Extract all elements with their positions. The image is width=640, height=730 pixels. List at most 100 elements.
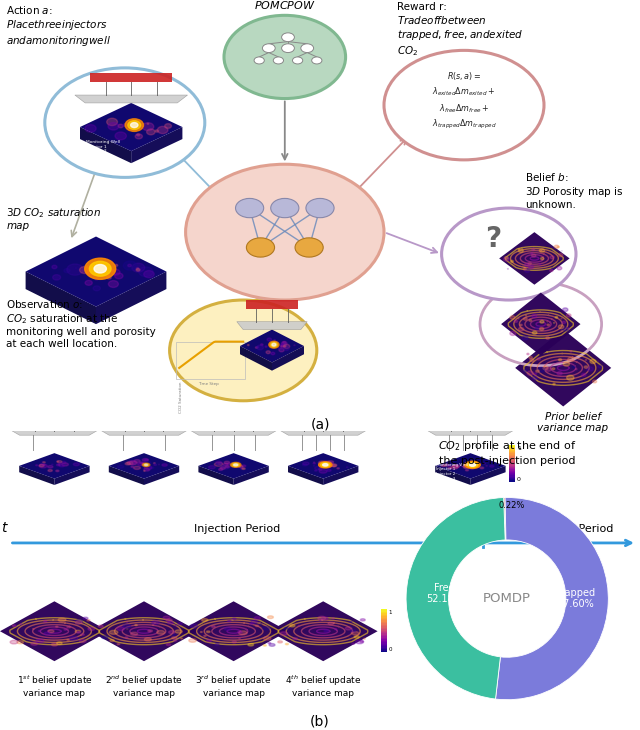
Circle shape <box>552 368 555 369</box>
Circle shape <box>142 458 148 461</box>
Bar <box>381 646 387 648</box>
Circle shape <box>318 461 326 465</box>
Circle shape <box>547 324 550 326</box>
Circle shape <box>248 643 253 646</box>
Polygon shape <box>292 416 354 422</box>
Bar <box>176 342 245 379</box>
Circle shape <box>257 345 264 350</box>
Circle shape <box>17 641 24 644</box>
Circle shape <box>590 359 596 364</box>
Bar <box>509 447 515 448</box>
Circle shape <box>142 463 146 465</box>
Bar <box>381 642 387 644</box>
Text: Solver:
$\it{POMCPOW}$: Solver: $\it{POMCPOW}$ <box>254 0 316 11</box>
Polygon shape <box>75 95 188 103</box>
Bar <box>381 634 387 635</box>
Bar <box>381 631 387 632</box>
Polygon shape <box>96 272 166 324</box>
Title: $CO_2$ profile at the end of
the post-injection period: $CO_2$ profile at the end of the post-in… <box>438 439 577 466</box>
Circle shape <box>128 120 141 129</box>
Circle shape <box>140 462 143 464</box>
Polygon shape <box>240 329 304 362</box>
Circle shape <box>218 463 222 464</box>
Circle shape <box>131 123 138 128</box>
Bar <box>381 618 387 619</box>
Circle shape <box>134 466 140 469</box>
Circle shape <box>360 641 364 642</box>
Bar <box>509 479 515 480</box>
Circle shape <box>225 466 228 467</box>
Text: 0.22%: 0.22% <box>498 501 524 510</box>
Bar <box>509 475 515 477</box>
Circle shape <box>232 463 239 466</box>
Circle shape <box>582 373 586 376</box>
Circle shape <box>326 463 334 467</box>
Circle shape <box>138 463 144 466</box>
Polygon shape <box>101 431 187 435</box>
Bar <box>509 455 515 456</box>
Circle shape <box>441 465 445 466</box>
Circle shape <box>64 269 70 273</box>
Circle shape <box>76 620 83 623</box>
Circle shape <box>44 632 50 635</box>
Circle shape <box>154 463 156 464</box>
Circle shape <box>70 637 78 640</box>
Bar <box>381 645 387 646</box>
Circle shape <box>67 264 83 275</box>
Polygon shape <box>501 293 580 356</box>
Bar <box>381 609 387 610</box>
Circle shape <box>532 254 536 257</box>
Circle shape <box>327 469 331 472</box>
Circle shape <box>284 627 288 629</box>
Circle shape <box>537 358 540 360</box>
Text: (b): (b) <box>310 715 330 729</box>
Circle shape <box>284 345 286 347</box>
Polygon shape <box>288 453 358 479</box>
Circle shape <box>52 265 57 269</box>
Circle shape <box>463 466 469 469</box>
Circle shape <box>107 118 118 126</box>
Circle shape <box>48 469 52 472</box>
Circle shape <box>36 465 38 466</box>
Circle shape <box>550 255 554 258</box>
Circle shape <box>239 466 243 468</box>
Polygon shape <box>109 466 144 485</box>
Circle shape <box>262 626 269 630</box>
Circle shape <box>510 331 516 335</box>
Polygon shape <box>24 416 85 422</box>
Circle shape <box>111 269 120 275</box>
Polygon shape <box>198 453 269 479</box>
Circle shape <box>464 466 470 469</box>
Circle shape <box>319 469 327 473</box>
Circle shape <box>216 461 221 464</box>
Circle shape <box>61 461 66 464</box>
Circle shape <box>224 15 346 99</box>
Circle shape <box>102 636 108 639</box>
Polygon shape <box>90 602 198 661</box>
Polygon shape <box>54 466 90 485</box>
Circle shape <box>116 627 124 631</box>
Text: Observation $o$:
$CO_2$ saturation at the
monitoring well and porosity
at each w: Observation $o$: $CO_2$ saturation at th… <box>6 298 156 349</box>
Polygon shape <box>288 466 323 485</box>
Circle shape <box>273 57 284 64</box>
Circle shape <box>214 463 222 466</box>
Text: Belief $b$:
$3D$ Porosity map is
unknown.: Belief $b$: $3D$ Porosity map is unknown… <box>525 171 623 210</box>
Circle shape <box>319 461 332 468</box>
Circle shape <box>282 342 287 345</box>
Circle shape <box>79 639 86 642</box>
Circle shape <box>262 44 275 53</box>
Circle shape <box>99 272 106 277</box>
Bar <box>381 615 387 616</box>
Circle shape <box>136 269 140 271</box>
Circle shape <box>546 337 549 339</box>
Circle shape <box>598 365 602 368</box>
Circle shape <box>531 253 532 254</box>
Circle shape <box>284 347 289 350</box>
Bar <box>381 622 387 623</box>
Text: CO2 Saturation: CO2 Saturation <box>179 382 183 413</box>
Circle shape <box>303 462 309 465</box>
Bar <box>509 461 515 462</box>
Circle shape <box>226 463 230 465</box>
Circle shape <box>125 119 143 131</box>
Circle shape <box>232 618 236 620</box>
